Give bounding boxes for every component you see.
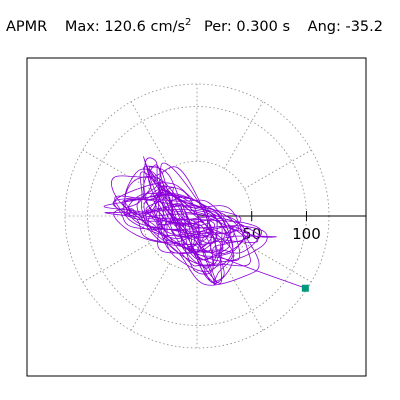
max-value: 120.6 xyxy=(104,19,146,35)
grid-spoke xyxy=(130,263,170,331)
radial-tick-label: 100 xyxy=(292,225,321,243)
grid-spoke xyxy=(224,101,264,169)
motion-trace xyxy=(103,156,306,289)
grid-spoke xyxy=(82,149,150,189)
grid-spoke xyxy=(130,101,170,169)
angle-value: -35.2 xyxy=(345,19,383,35)
period-label: Per: xyxy=(204,19,232,35)
grid-spoke xyxy=(244,149,312,189)
grid-spoke xyxy=(244,243,312,283)
angle-label: Ang: xyxy=(307,19,341,35)
chart-header: APMR Max: 120.6 cm/s2 Per: 0.300 s Ang: … xyxy=(6,18,383,35)
grid-spoke xyxy=(224,263,264,331)
grid-spoke xyxy=(82,243,150,283)
max-label: Max: xyxy=(64,19,100,35)
plot-frame xyxy=(26,57,367,377)
trace-end-marker xyxy=(301,284,309,292)
period-value: 0.300 s xyxy=(236,19,291,35)
station-name: APMR xyxy=(6,19,48,35)
max-unit-exponent: 2 xyxy=(185,17,192,28)
max-unit: cm/s xyxy=(150,19,186,35)
